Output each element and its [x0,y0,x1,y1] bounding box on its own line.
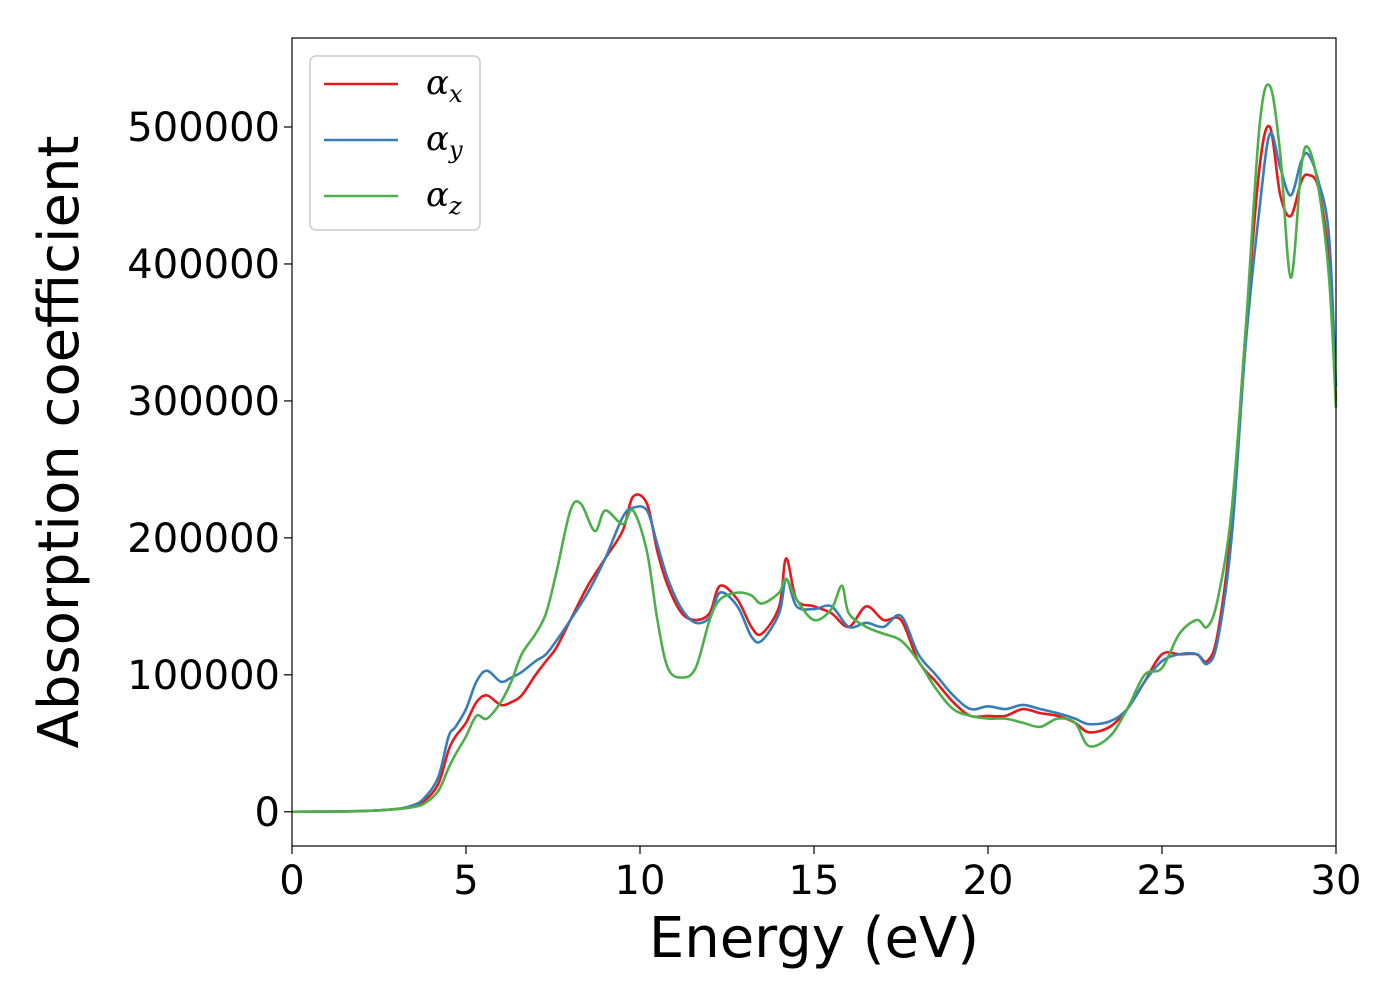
x-tick-label: 25 [1137,858,1188,904]
x-tick-label: 0 [279,858,304,904]
series-line-z [291,83,1338,814]
x-tick-label: 10 [615,858,666,904]
y-tick-label: 0 [255,790,280,836]
y-tick-label: 500000 [127,105,280,151]
series-line-x [291,124,1338,814]
legend-box [309,55,481,231]
x-tick-label: 5 [453,858,478,904]
series-layer [291,83,1338,814]
y-tick-label: 100000 [127,653,280,699]
y-tick-label: 400000 [127,242,280,288]
x-tick-label: 20 [963,858,1014,904]
ticks-layer: 0 5 10 15 20 25 30 0 100000 200000 300000 400000 500… [127,105,1361,904]
x-tick-label: 30 [1311,858,1362,904]
y-tick-label: 200000 [127,516,280,562]
series-line-y [291,131,1338,814]
x-tick-label: 15 [789,858,840,904]
y-tick-label: 300000 [127,379,280,425]
y-axis-title: Absorption coefficient [27,136,92,749]
x-axis-title: Energy (eV) [649,906,979,971]
